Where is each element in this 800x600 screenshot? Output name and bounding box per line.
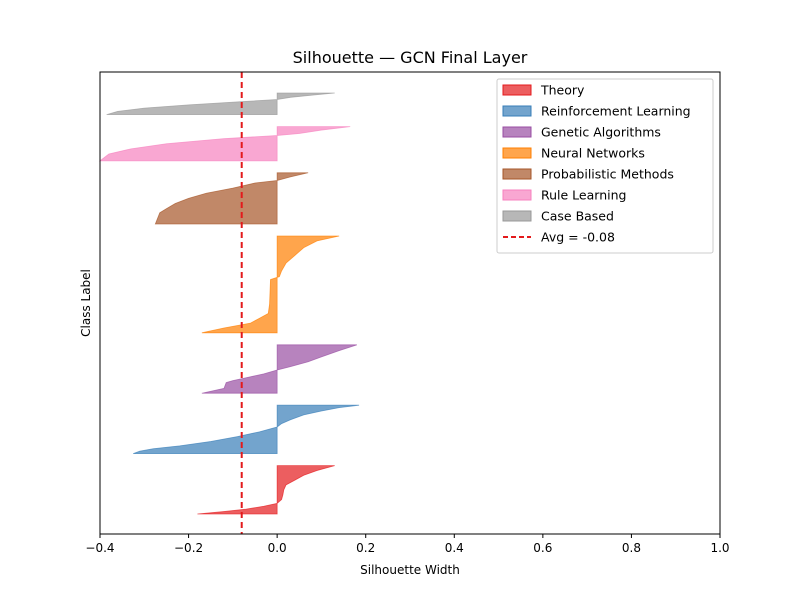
legend: Theory Reinforcement Learning Genetic Algo…	[496, 78, 714, 254]
x-tick-label: 0.4	[445, 541, 464, 555]
y-axis-label: Class Label	[79, 269, 93, 337]
legend-average-label: Avg = -0.08	[541, 230, 615, 245]
silhouette-area-case-based	[106, 92, 335, 116]
legend-label: Rule Learning	[541, 188, 626, 203]
legend-box	[496, 78, 714, 254]
x-tick-label: 1.0	[710, 541, 729, 555]
x-tick-label: 0.6	[533, 541, 552, 555]
silhouette-area-genetic-algorithms	[201, 344, 357, 394]
legend-swatch	[502, 84, 532, 96]
x-tick-label: 0.8	[622, 541, 641, 555]
legend-swatch	[502, 126, 532, 138]
x-tick-label: −0.4	[85, 541, 114, 555]
legend-label: Neural Networks	[541, 146, 645, 161]
legend-label: Reinforcement Learning	[541, 104, 691, 119]
plot-frame	[99, 71, 721, 535]
legend-label: Theory	[540, 83, 585, 98]
silhouette-areas	[98, 92, 360, 515]
legend-label: Genetic Algorithms	[541, 125, 661, 140]
x-axis-label: Silhouette Width	[360, 563, 460, 577]
silhouette-area-rule-learning	[98, 126, 351, 162]
legend-swatch	[502, 189, 532, 201]
legend-label: Probabilistic Methods	[541, 167, 674, 182]
x-tick-label: −0.2	[174, 541, 203, 555]
x-tick-label: 0.2	[356, 541, 375, 555]
legend-label: Case Based	[541, 209, 614, 224]
legend-swatch	[502, 105, 532, 117]
silhouette-area-theory	[197, 465, 335, 515]
silhouette-area-neural-networks	[201, 235, 340, 334]
silhouette-area-probabilistic-methods	[154, 172, 309, 225]
x-tick-label: 0.0	[268, 541, 287, 555]
legend-swatch	[502, 147, 532, 159]
chart-title: Silhouette — GCN Final Layer	[293, 48, 528, 67]
legend-swatch	[502, 168, 532, 180]
x-axis-ticks: −0.4 −0.2 0.0 0.2 0.4 0.6 0.8 1.0	[85, 534, 730, 555]
legend-swatch	[502, 210, 532, 222]
silhouette-area-reinforcement-learning	[133, 404, 360, 455]
